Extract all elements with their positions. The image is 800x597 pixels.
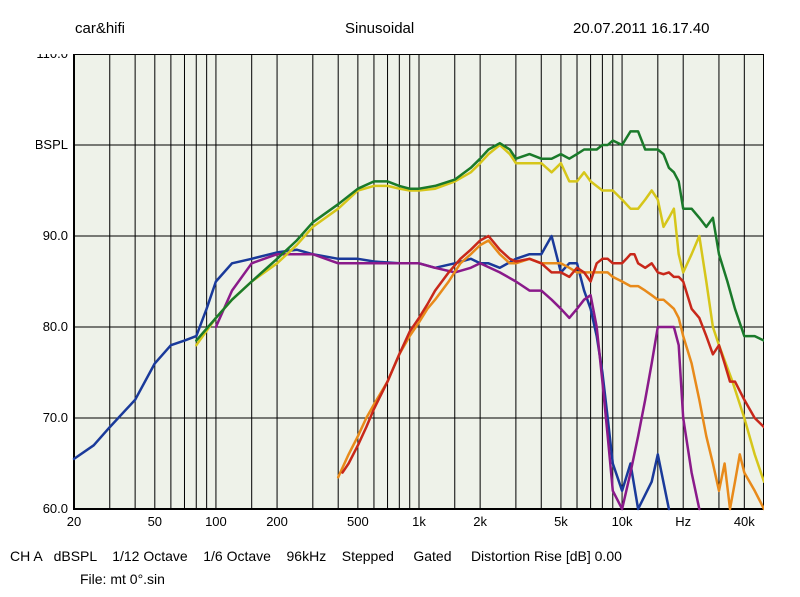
header-right: 20.07.2011 16.17.40 — [573, 20, 710, 37]
svg-text:90.0: 90.0 — [43, 228, 68, 243]
svg-text:40k: 40k — [734, 514, 755, 529]
chart-container: car&hifi Sinusoidal 20.07.2011 16.17.40 … — [0, 0, 800, 597]
header-left: car&hifi — [75, 20, 125, 37]
svg-text:70.0: 70.0 — [43, 410, 68, 425]
footer-params: CH A dBSPL 1/12 Octave 1/6 Octave 96kHz … — [10, 548, 622, 564]
svg-text:60.0: 60.0 — [43, 501, 68, 516]
svg-text:10k: 10k — [612, 514, 633, 529]
svg-text:200: 200 — [266, 514, 288, 529]
svg-text:80.0: 80.0 — [43, 319, 68, 334]
svg-text:dBSPL: dBSPL — [36, 137, 68, 152]
svg-text:Hz: Hz — [675, 514, 691, 529]
chart-header: car&hifi Sinusoidal 20.07.2011 16.17.40 — [0, 20, 800, 44]
svg-text:110.0: 110.0 — [36, 54, 68, 61]
svg-text:5k: 5k — [554, 514, 568, 529]
footer-file: File: mt 0°.sin — [80, 571, 165, 587]
svg-text:2k: 2k — [473, 514, 487, 529]
frequency-response-chart: 60.0 70.0 80.0 90.0 dBSPL 110.0 20 50 100 200 500 1… — [36, 54, 764, 533]
svg-text:20: 20 — [67, 514, 81, 529]
svg-text:100: 100 — [205, 514, 227, 529]
svg-text:50: 50 — [148, 514, 162, 529]
svg-text:500: 500 — [347, 514, 369, 529]
svg-text:1k: 1k — [412, 514, 426, 529]
header-center: Sinusoidal — [345, 20, 414, 37]
